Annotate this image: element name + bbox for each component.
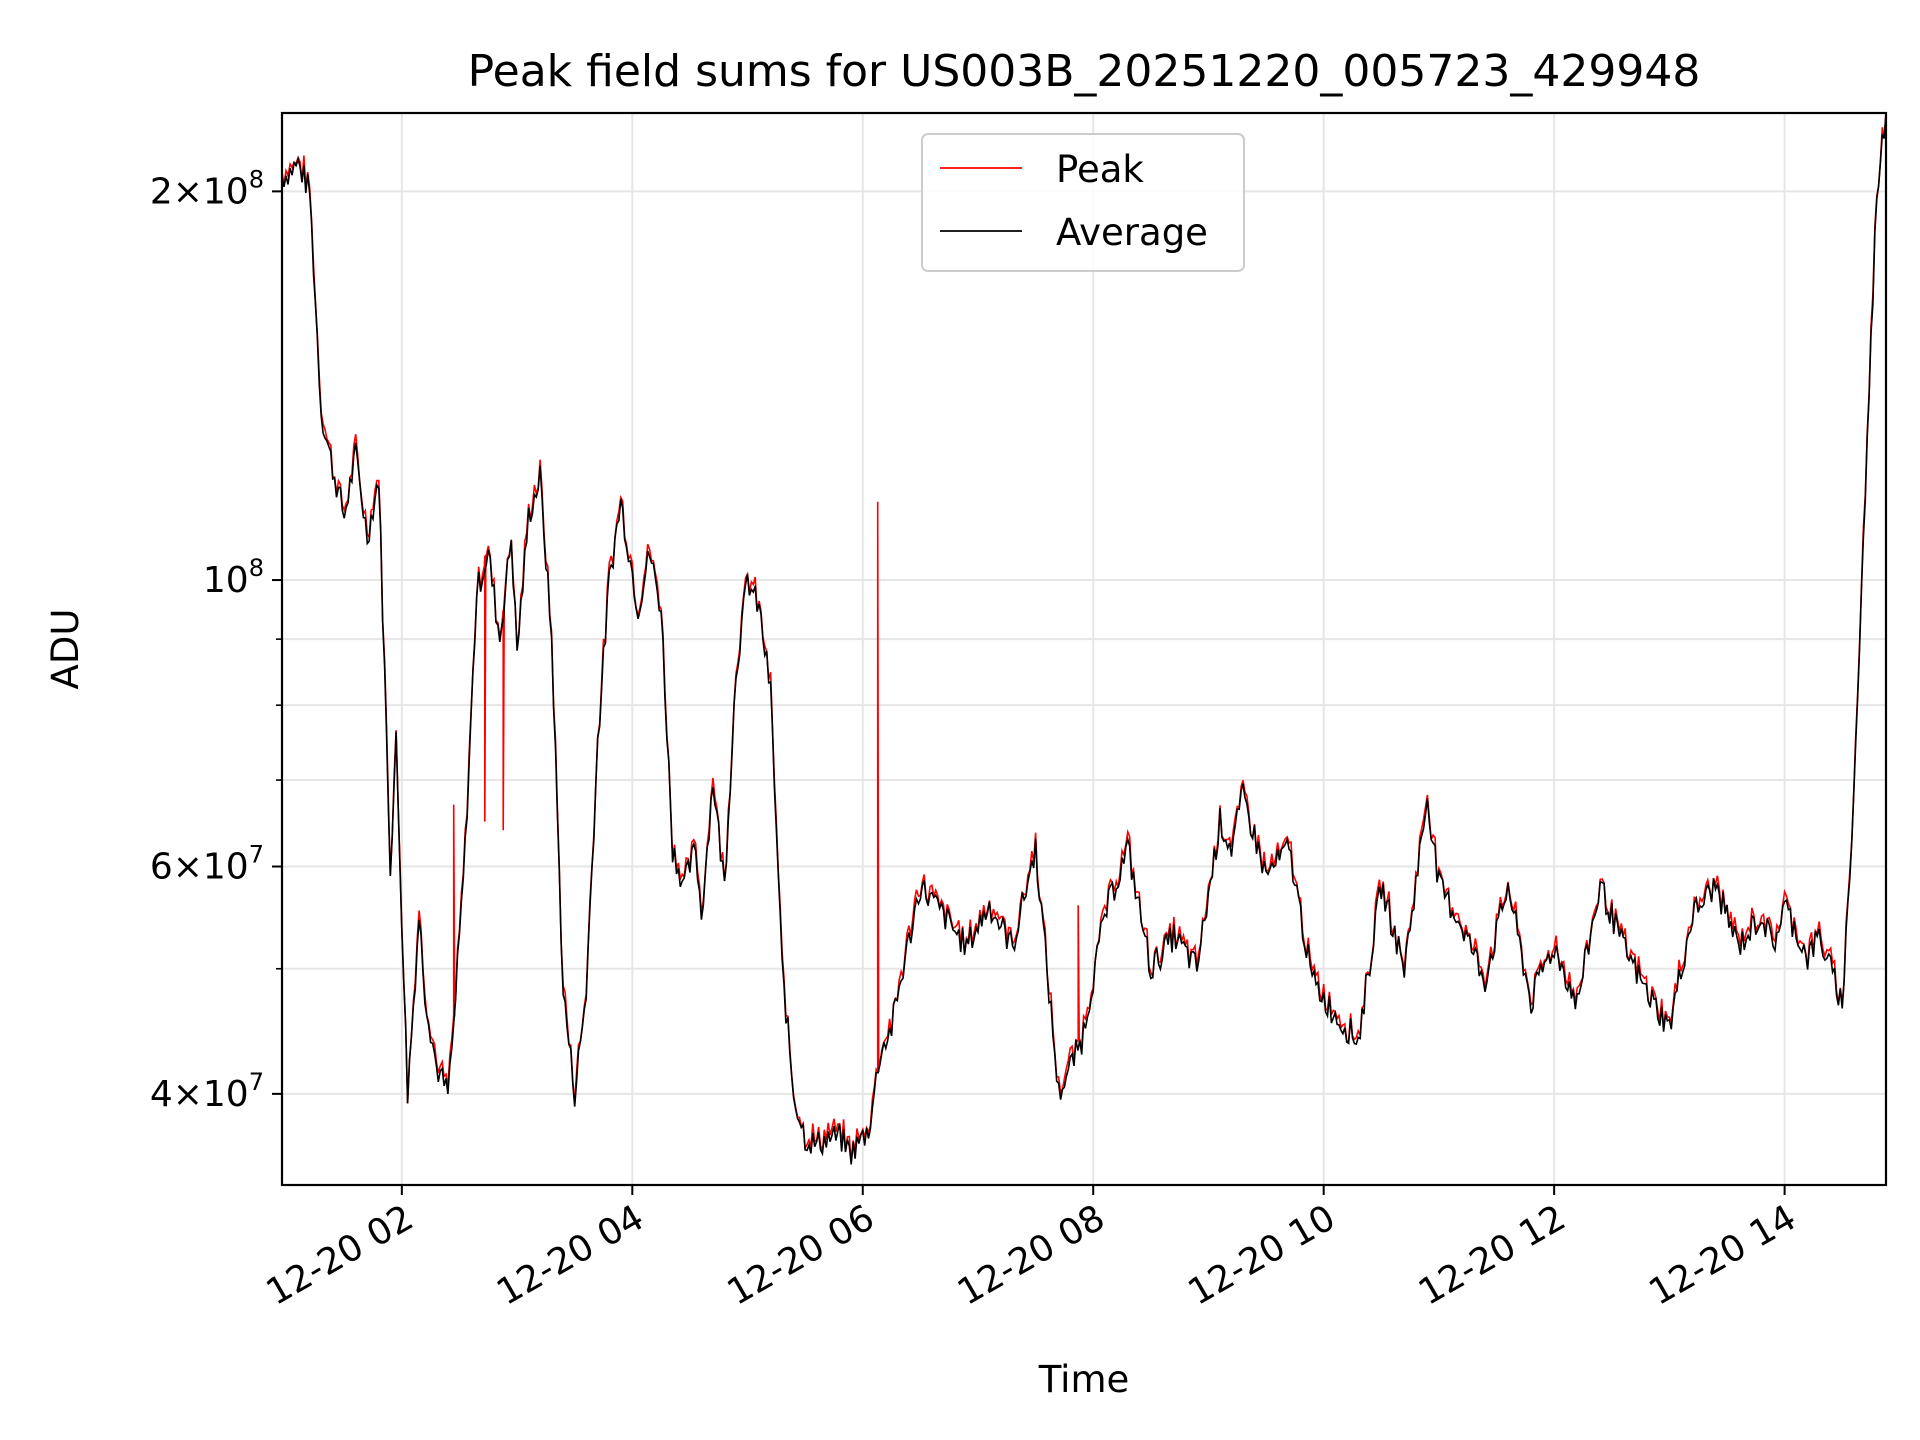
x-tick-label: 12-20 04 xyxy=(490,1197,651,1313)
x-axis-label: Time xyxy=(1038,1358,1130,1401)
y-tick-label: 2×108 xyxy=(150,165,264,212)
x-tick-label: 12-20 12 xyxy=(1412,1197,1573,1313)
x-tick-label: 12-20 06 xyxy=(721,1197,882,1313)
x-tick-label: 12-20 14 xyxy=(1642,1197,1803,1313)
x-axis: 12-20 02 12-20 04 12-20 06 12-20 08 12-20 10… xyxy=(260,1185,1803,1314)
chart-title: Peak field sums for US003B_20251220_0057… xyxy=(468,46,1701,97)
x-tick-label: 12-20 08 xyxy=(951,1197,1112,1313)
x-tick-label: 12-20 10 xyxy=(1182,1197,1343,1313)
y-axis: 4×107 6×107 108 2×108 xyxy=(150,165,282,1115)
legend-label-peak: Peak xyxy=(1056,148,1144,191)
plot-frame xyxy=(280,111,1888,1187)
y-tick-label: 108 xyxy=(203,554,264,601)
y-tick-label: 6×107 xyxy=(150,841,264,888)
y-tick-label: 4×107 xyxy=(150,1068,264,1115)
series-line-average xyxy=(282,113,1886,1165)
series-layer xyxy=(282,113,1886,1165)
y-axis-label: ADU xyxy=(44,609,87,690)
legend-label-average: Average xyxy=(1056,211,1208,254)
gridlines xyxy=(282,113,1886,1185)
legend: Peak Average xyxy=(921,133,1245,272)
x-tick-label: 12-20 02 xyxy=(260,1197,421,1313)
